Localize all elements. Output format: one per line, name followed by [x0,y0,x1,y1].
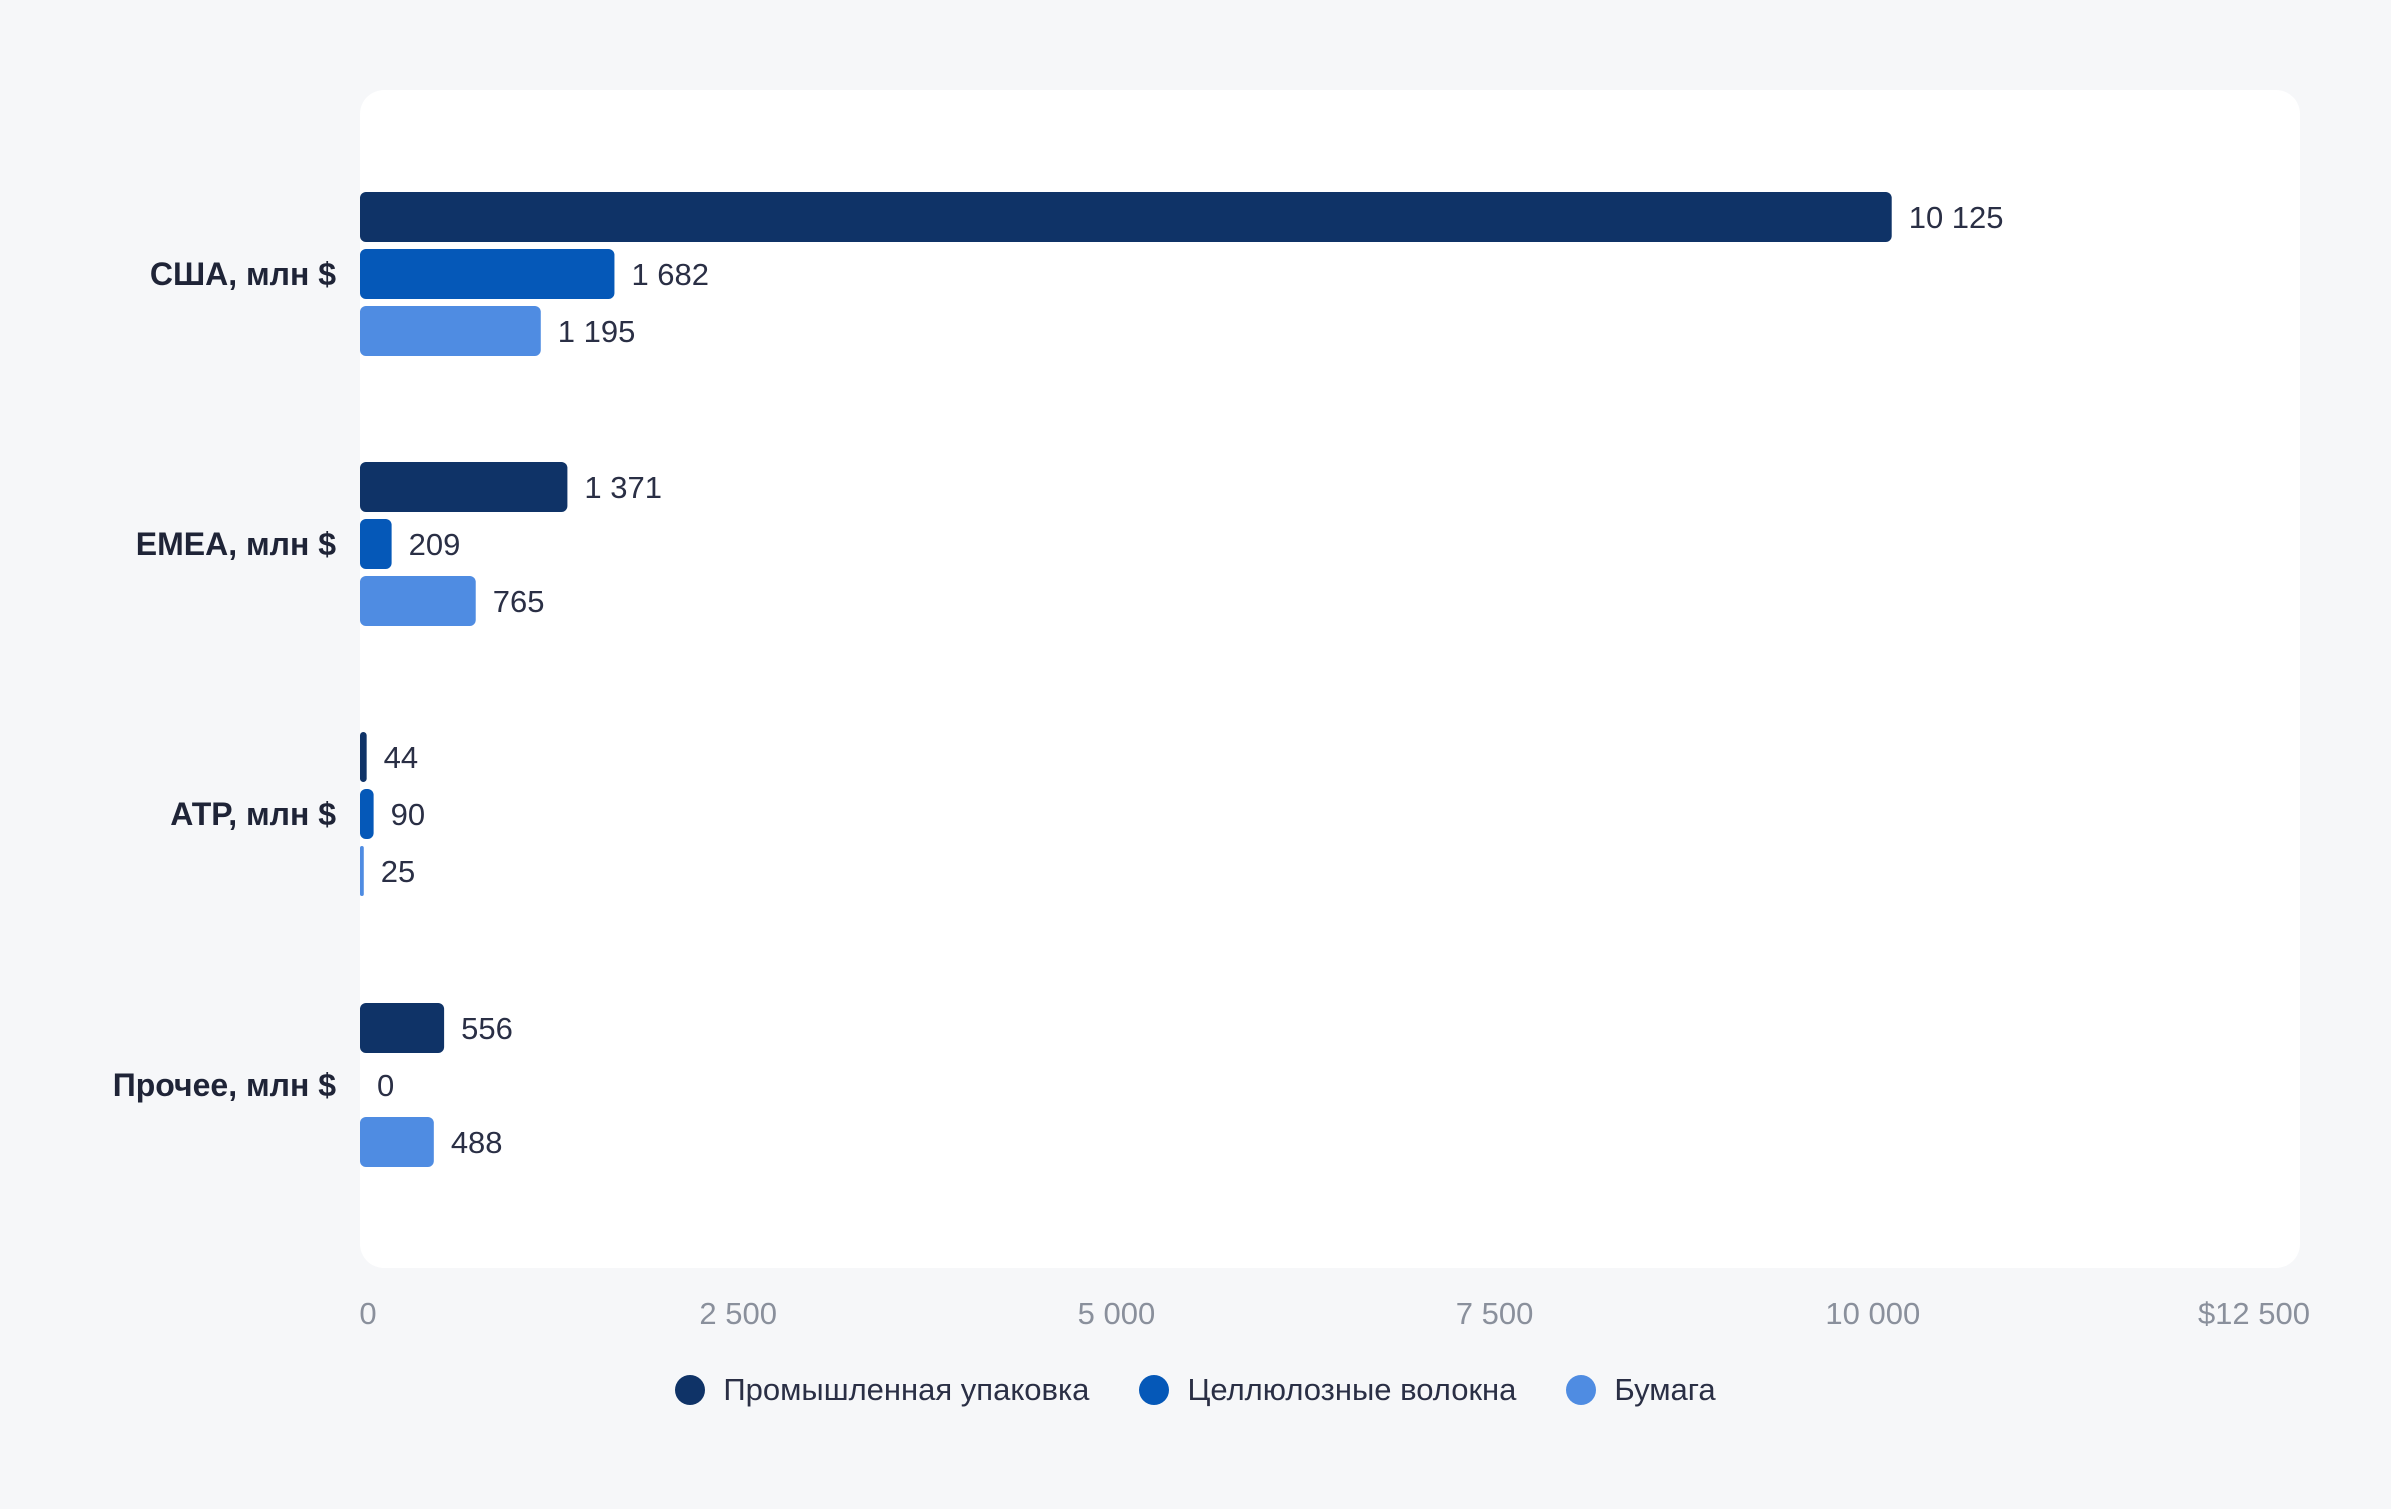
legend-marker [675,1375,706,1405]
data-label: 0 [377,1068,394,1103]
x-tick-label: 7 500 [1456,1296,1534,1331]
legend-marker [1139,1375,1170,1405]
bar[interactable] [360,249,615,299]
x-tick-label: $12 500 [2198,1296,2310,1331]
category-label: АТР, млн $ [170,796,336,832]
legend-item-cellulose-fibers[interactable]: Целлюлозные волокна [1139,1372,1516,1408]
legend-label: Бумага [1614,1372,1716,1407]
data-label: 1 371 [584,470,662,505]
x-axis-ticks: 0 2 500 5 000 7 500 10 000 $12 500 [359,1296,2310,1331]
bars-group [360,192,1892,1167]
bar[interactable] [360,1117,434,1167]
legend-label: Промышленная упаковка [723,1372,1090,1407]
category-label: Прочее, млн $ [113,1067,336,1103]
data-label: 1 682 [631,257,709,292]
bar[interactable] [360,846,364,896]
data-label: 209 [409,527,461,562]
data-label: 25 [381,854,415,889]
data-label: 556 [461,1011,513,1046]
category-label: EMEA, млн $ [136,526,336,562]
bar[interactable] [360,576,476,626]
x-tick-label: 5 000 [1078,1296,1156,1331]
bar[interactable] [360,519,392,569]
legend: Промышленная упаковка Целлюлозные волокн… [0,1372,2391,1408]
data-label: 765 [493,584,545,619]
legend-marker [1566,1375,1597,1405]
legend-item-paper[interactable]: Бумага [1566,1372,1716,1408]
plot-panel [360,90,2300,1268]
bar[interactable] [360,789,374,839]
x-tick-label: 0 [359,1296,376,1331]
bar[interactable] [360,306,541,356]
x-tick-label: 2 500 [699,1296,777,1331]
data-label: 44 [384,740,418,775]
data-label: 1 195 [558,314,636,349]
category-label: США, млн $ [150,256,336,292]
legend-label: Целлюлозные волокна [1187,1372,1517,1407]
data-label: 90 [391,797,425,832]
x-tick-label: 10 000 [1825,1296,1920,1331]
bar[interactable] [360,462,568,512]
bar[interactable] [360,732,367,782]
data-label: 10 125 [1909,200,2004,235]
bar[interactable] [360,192,1892,242]
value-labels: 10 125 1 682 1 195 1 371 209 765 44 90 25 556 0 488 [377,200,2004,1160]
bar[interactable] [360,1003,445,1053]
legend-item-industrial-packaging[interactable]: Промышленная упаковка [675,1372,1089,1408]
data-label: 488 [451,1125,503,1160]
category-labels: США, млн $ EMEA, млн $ АТР, млн $ Прочее, м… [113,256,336,1103]
